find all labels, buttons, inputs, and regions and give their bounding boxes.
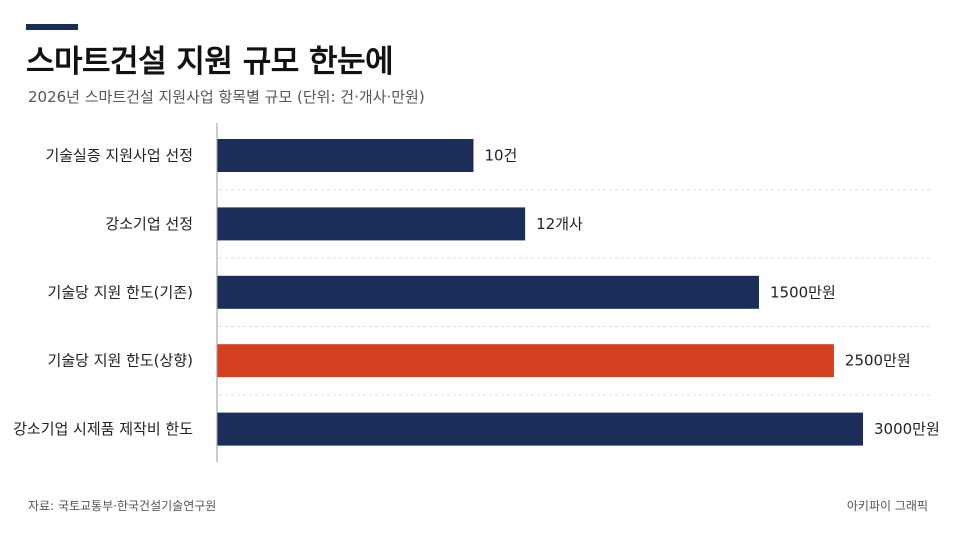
category-label: 강소기업 시제품 제작비 한도 (13, 420, 193, 438)
category-label: 기술당 지원 한도(상향) (48, 352, 193, 370)
category-label: 기술실증 지원사업 선정 (45, 147, 193, 165)
bar (217, 139, 474, 172)
value-label: 2500만원 (845, 352, 911, 370)
bar (217, 344, 834, 378)
value-label: 10건 (484, 147, 517, 165)
bar (217, 275, 759, 309)
value-label: 1500만원 (770, 283, 836, 301)
graphic-credit: 아키파이 그래픽 (846, 499, 928, 513)
category-label: 강소기업 선정 (105, 215, 193, 233)
title-accent-bar (26, 24, 78, 30)
bar (217, 412, 863, 446)
value-label: 12개사 (536, 215, 583, 233)
value-label: 3000만원 (874, 420, 940, 438)
chart-subtitle: 2026년 스마트건설 지원사업 항목별 규모 (단위: 건·개사·만원) (28, 88, 425, 106)
source-note: 자료: 국토교통부·한국건설기술연구원 (28, 499, 217, 513)
bar (217, 207, 526, 241)
category-label: 기술당 지원 한도(기존) (48, 283, 193, 301)
chart-title: 스마트건설 지원 규모 한눈에 (26, 44, 394, 80)
